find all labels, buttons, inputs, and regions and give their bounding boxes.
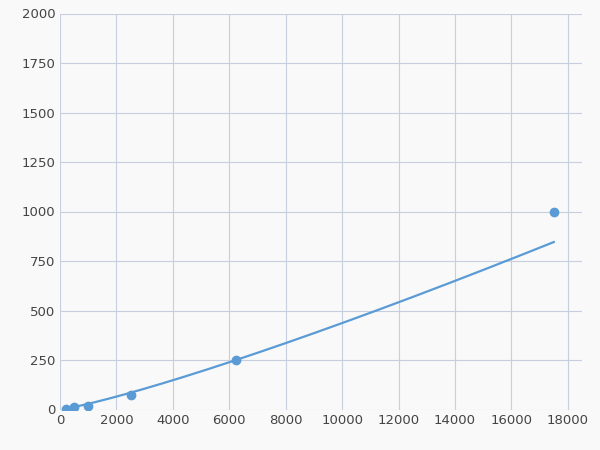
Point	[549, 208, 559, 215]
Point	[70, 403, 79, 410]
Point	[232, 356, 241, 364]
Point	[126, 391, 136, 398]
Point	[83, 402, 93, 409]
Point	[61, 405, 70, 412]
